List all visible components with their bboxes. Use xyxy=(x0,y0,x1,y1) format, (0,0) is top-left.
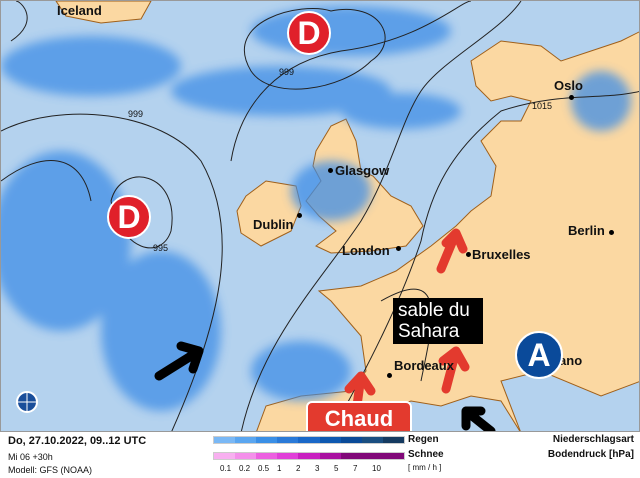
arrows xyxy=(154,228,496,431)
scale-ticks: 0.1 0.2 0.5 1 2 3 5 7 10 xyxy=(220,464,410,476)
rain-color-scale xyxy=(213,436,405,444)
city-label-glasgow: Glasgow xyxy=(335,163,390,178)
rain-color-step xyxy=(340,437,362,443)
scale-tick: 7 xyxy=(353,464,358,473)
snow-color-step xyxy=(235,453,257,459)
rain-color-step xyxy=(382,437,404,443)
isobar-label: 1015 xyxy=(532,101,553,111)
forecast-date: Do, 27.10.2022, 09..12 UTC xyxy=(8,435,147,447)
snow-label: Schnee xyxy=(408,449,444,460)
globe-icon[interactable] xyxy=(16,391,38,413)
city-dot xyxy=(396,246,401,251)
snow-color-step xyxy=(298,453,320,459)
snow-color-step xyxy=(382,453,404,459)
isobar-label: 995 xyxy=(153,243,169,253)
legend-title-precip: Niederschlagsart xyxy=(552,434,634,445)
rain-label: Regen xyxy=(408,434,439,445)
scale-tick: 10 xyxy=(372,464,381,473)
rain-color-step xyxy=(256,437,278,443)
scale-tick: 0.2 xyxy=(239,464,251,473)
unit-label: [ mm / h ] xyxy=(408,463,442,472)
model-run: Mi 06 +30h xyxy=(8,452,53,462)
rain-color-step xyxy=(319,437,341,443)
snow-color-step xyxy=(277,453,299,459)
rain-color-step xyxy=(277,437,299,443)
isobar-label: 999 xyxy=(279,67,295,77)
city-dot xyxy=(328,168,333,173)
scale-tick: 2 xyxy=(296,464,301,473)
scale-tick: 0.5 xyxy=(258,464,270,473)
city-label-berlin: Berlin xyxy=(568,223,605,238)
legend-title-pressure: Bodendruck [hPa] xyxy=(547,449,634,460)
city-dot xyxy=(609,230,614,235)
map-canvas xyxy=(1,1,639,431)
scale-tick: 1 xyxy=(277,464,282,473)
scale-tick: 3 xyxy=(315,464,320,473)
low-pressure-marker: D xyxy=(287,11,331,55)
city-label-oslo: Oslo xyxy=(554,78,583,93)
rain-color-step xyxy=(235,437,257,443)
city-dot xyxy=(387,373,392,378)
rain-color-step xyxy=(214,437,236,443)
warm-annotation: Chaud xyxy=(306,401,412,431)
isobars xyxy=(1,1,639,431)
snow-color-step xyxy=(319,453,341,459)
high-pressure-marker: A xyxy=(515,331,563,379)
city-dot xyxy=(569,95,574,100)
isobar-label: 999 xyxy=(128,109,144,119)
city-label-bruxelles: Bruxelles xyxy=(472,247,531,262)
city-label-dublin: Dublin xyxy=(253,217,294,232)
legend: Do, 27.10.2022, 09..12 UTC Mi 06 +30h Mo… xyxy=(0,432,640,478)
low-pressure-marker: D xyxy=(107,195,151,239)
scale-tick: 0.1 xyxy=(220,464,232,473)
city-label-london: London xyxy=(342,243,390,258)
model-name: Modell: GFS (NOAA) xyxy=(8,465,93,475)
city-label-iceland: Iceland xyxy=(57,3,102,18)
sahara-sand-annotation: sable du Sahara xyxy=(393,298,483,344)
weather-map: Iceland Glasgow Dublin London Bruxelles … xyxy=(0,0,640,432)
city-dot xyxy=(466,252,471,257)
city-dot xyxy=(297,213,302,218)
snow-color-scale xyxy=(213,452,405,460)
rain-color-step xyxy=(361,437,383,443)
scale-tick: 5 xyxy=(334,464,339,473)
snow-color-step xyxy=(340,453,362,459)
snow-color-step xyxy=(256,453,278,459)
rain-color-step xyxy=(298,437,320,443)
snow-color-step xyxy=(361,453,383,459)
city-label-bordeaux: Bordeaux xyxy=(394,358,454,373)
snow-color-step xyxy=(214,453,236,459)
